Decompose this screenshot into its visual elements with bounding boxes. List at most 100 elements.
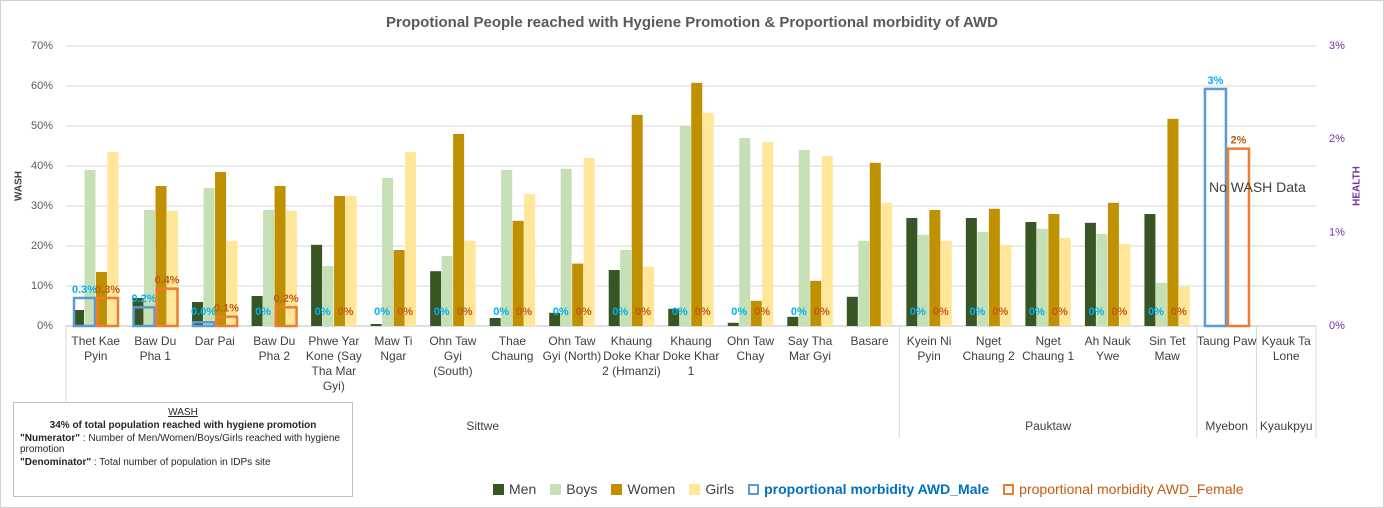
- bar: [631, 114, 643, 326]
- bar: [203, 188, 215, 326]
- bar: [501, 170, 513, 326]
- x-tick-label: Ah Nauk Ywe: [1084, 334, 1131, 363]
- data-label: 0.1%: [214, 303, 239, 315]
- bar: [132, 298, 144, 326]
- x-tick-label: Thet Kae Pyin: [71, 334, 121, 363]
- y2-tick-label: 1%: [1329, 227, 1345, 239]
- morbidity-bar: [1226, 147, 1251, 328]
- data-label: 0%: [672, 306, 688, 318]
- data-label: 0%: [910, 306, 926, 318]
- x-tick-label: Taung Paw: [1197, 334, 1257, 348]
- y-tick-label: 70%: [31, 40, 53, 52]
- legend-swatch: [550, 483, 562, 495]
- note-title: WASH: [168, 407, 198, 418]
- group-label: Kyaukpyu: [1259, 419, 1313, 433]
- y-tick-label: 50%: [31, 120, 53, 132]
- data-label: 0%: [338, 306, 354, 318]
- x-tick-label: Nget Chaung 1: [1022, 334, 1075, 363]
- bar: [382, 178, 394, 326]
- data-label: 0%: [754, 306, 770, 318]
- bar: [881, 202, 893, 326]
- x-tick-label: Kyein Ni Pyin: [906, 334, 952, 363]
- data-label: 3%: [1207, 75, 1223, 87]
- data-label: 0%: [814, 306, 830, 318]
- bar: [643, 266, 655, 326]
- x-tick-label: Dar Pai: [194, 334, 235, 348]
- bar: [226, 240, 238, 326]
- bar: [1084, 222, 1096, 326]
- bar: [263, 210, 275, 326]
- bar: [107, 152, 119, 326]
- bar: [334, 196, 346, 326]
- legend-item: Girls: [689, 481, 734, 497]
- text: : Total number of population in IDPs sit…: [91, 457, 271, 468]
- bar: [1025, 222, 1037, 326]
- bar: [430, 271, 442, 326]
- bar: [1036, 228, 1048, 326]
- legend-label: Men: [509, 481, 537, 497]
- group-label: Myebon: [1205, 419, 1249, 433]
- data-label: 0%: [1111, 306, 1127, 318]
- bar: [155, 186, 167, 326]
- bar: [192, 302, 204, 326]
- legend-item: Women: [611, 481, 675, 497]
- morbidity-bar: [95, 296, 120, 328]
- x-tick-label: Ohn Taw Chay: [726, 334, 775, 363]
- bar: [988, 208, 1000, 326]
- y2-tick-label: 3%: [1329, 40, 1345, 52]
- bar: [215, 172, 227, 326]
- data-label: 0%: [553, 306, 569, 318]
- data-label: 0%: [1088, 306, 1104, 318]
- legend-label: Women: [627, 481, 676, 497]
- x-tick-label: Sin Tet Maw: [1148, 334, 1186, 363]
- bar: [1178, 286, 1190, 326]
- x-tick-label: Maw Ti Ngar: [374, 334, 413, 363]
- bar: [583, 158, 595, 326]
- bar: [572, 263, 584, 326]
- bar: [679, 126, 691, 326]
- bar: [1096, 234, 1108, 326]
- bar: [1048, 214, 1060, 326]
- y-tick-label: 40%: [31, 160, 53, 172]
- note-numerator: "Numerator" : Number of Men/Women/Boys/G…: [20, 433, 346, 455]
- group-label: Pauktaw: [1025, 419, 1072, 433]
- data-label: 2%: [1230, 135, 1246, 147]
- bar: [345, 196, 357, 326]
- bar: [977, 232, 989, 326]
- bar: [940, 240, 952, 326]
- bar: [965, 218, 977, 326]
- data-label: 0%: [1052, 306, 1068, 318]
- bar: [251, 296, 263, 326]
- label: "Numerator": [20, 433, 81, 444]
- bar: [393, 250, 405, 326]
- bar: [821, 156, 833, 326]
- y2-tick-label: 2%: [1329, 133, 1345, 145]
- y-tick-label: 20%: [31, 240, 53, 252]
- data-label: 0%: [576, 306, 592, 318]
- bar: [917, 234, 929, 326]
- data-label: 0%: [1029, 306, 1045, 318]
- data-label: 0%: [933, 306, 949, 318]
- data-label: 0%: [969, 306, 985, 318]
- morbidity-bar: [1203, 87, 1228, 328]
- y-tick-label: 0%: [37, 320, 53, 332]
- data-label: 0%: [397, 306, 413, 318]
- bar: [668, 308, 680, 326]
- morbidity-bar: [155, 287, 179, 328]
- bar: [524, 194, 536, 326]
- bar: [549, 312, 561, 326]
- legend-label: proportional morbidity AWD_Female: [1019, 481, 1244, 497]
- bar: [167, 210, 179, 326]
- morbidity-bar: [132, 306, 156, 328]
- bar: [1107, 202, 1119, 326]
- bar: [750, 300, 762, 326]
- data-label: 0%: [457, 306, 473, 318]
- data-label: 0%: [493, 306, 509, 318]
- legend-item: Boys: [550, 481, 597, 497]
- data-label: 0.3%: [72, 284, 97, 296]
- data-label: 0%: [255, 306, 271, 318]
- bar: [691, 82, 703, 326]
- bar: [144, 210, 156, 326]
- legend-swatch: [689, 483, 701, 495]
